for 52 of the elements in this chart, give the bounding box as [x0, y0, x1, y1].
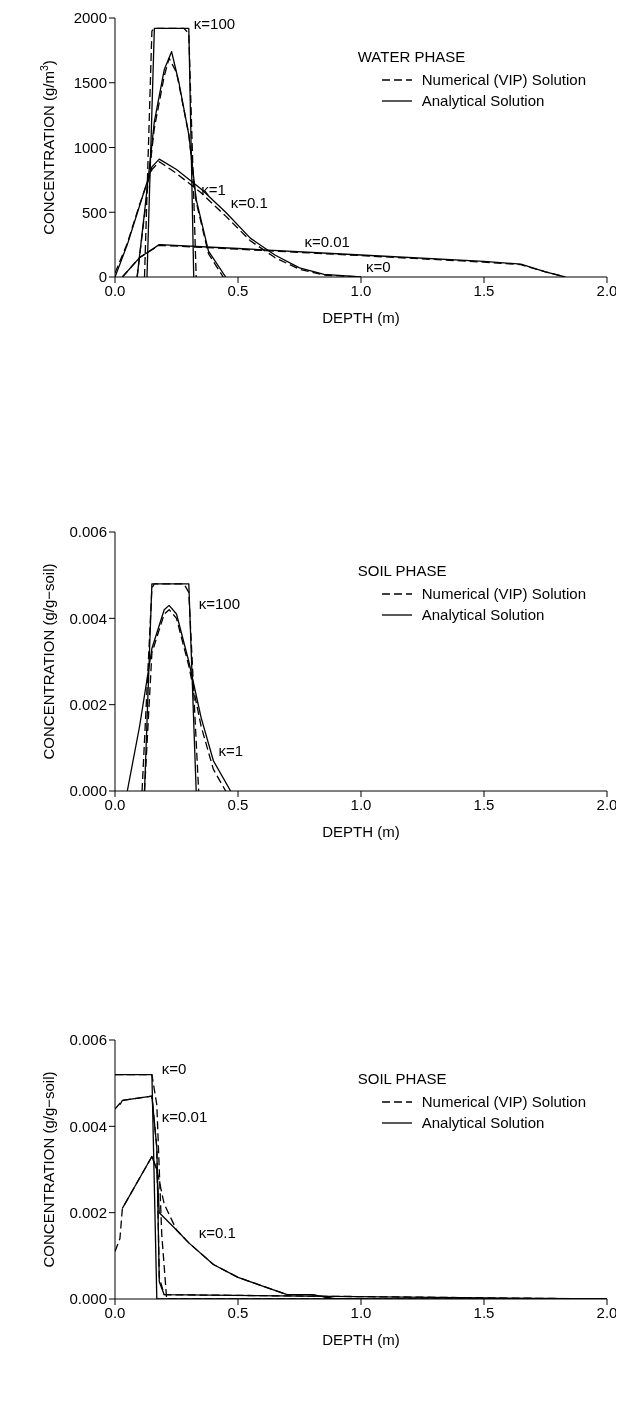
x-tick-label: 2.0 — [596, 1303, 617, 1321]
y-tick-label: 0.000 — [69, 1290, 107, 1308]
y-tick-label: 0.000 — [69, 782, 107, 800]
annotation: κ=1 — [218, 742, 244, 760]
annotation: κ=0 — [161, 1060, 187, 1078]
annotation: κ=0.01 — [161, 1107, 208, 1125]
legend-title: WATER PHASE — [357, 48, 467, 65]
y-tick-label: 2000 — [73, 9, 107, 27]
legend-title: SOIL PHASE — [357, 562, 448, 579]
annotation: κ=0 — [366, 258, 391, 276]
y-tick-label: 1500 — [73, 74, 107, 92]
annotation: κ=0.1 — [230, 193, 268, 211]
legend-label: Numerical (VIP) Solution — [421, 71, 586, 88]
legend-label: Numerical (VIP) Solution — [421, 1093, 586, 1110]
annotation: κ=0.01 — [304, 233, 350, 251]
x-tick-label: 2.0 — [596, 795, 617, 813]
y-tick-label: 0.004 — [69, 1117, 107, 1135]
y-tick-label: 0.002 — [69, 695, 107, 713]
x-tick-label: 1.0 — [350, 1303, 372, 1321]
x-tick-label: 1.0 — [350, 795, 372, 813]
y-tick-label: 0.006 — [69, 1031, 107, 1049]
annotation: κ=100 — [193, 14, 236, 32]
annotation: κ=1 — [201, 180, 226, 198]
x-axis-title: DEPTH (m) — [322, 1331, 400, 1348]
y-axis-title: CONCENTRATION (g/g−soil) — [40, 1071, 57, 1268]
x-tick-label: 1.5 — [473, 281, 495, 299]
x-tick-label: 0.5 — [227, 1303, 249, 1321]
y-tick-label: 1000 — [73, 138, 107, 156]
x-axis-title: DEPTH (m) — [322, 823, 400, 840]
legend-title: SOIL PHASE — [357, 1070, 448, 1087]
y-tick-label: 0.004 — [69, 609, 107, 627]
y-tick-label: 500 — [81, 203, 107, 221]
x-tick-label: 2.0 — [596, 281, 617, 299]
legend-label: Analytical Solution — [421, 1114, 545, 1131]
x-tick-label: 1.5 — [473, 1303, 495, 1321]
x-tick-label: 0.0 — [104, 281, 126, 299]
x-tick-label: 0.5 — [227, 795, 249, 813]
x-tick-label: 1.0 — [350, 281, 372, 299]
y-tick-label: 0.006 — [69, 523, 107, 541]
x-tick-label: 0.0 — [104, 795, 126, 813]
legend-label: Analytical Solution — [421, 92, 545, 109]
y-axis-title: CONCENTRATION (g/g−soil) — [40, 563, 57, 760]
x-axis-title: DEPTH (m) — [322, 309, 400, 326]
y-tick-label: 0 — [98, 268, 107, 286]
x-tick-label: 1.5 — [473, 795, 495, 813]
y-tick-label: 0.002 — [69, 1203, 107, 1221]
x-tick-label: 0.0 — [104, 1303, 126, 1321]
annotation: κ=100 — [198, 595, 241, 613]
x-tick-label: 0.5 — [227, 281, 249, 299]
legend-label: Analytical Solution — [421, 606, 545, 623]
legend-label: Numerical (VIP) Solution — [421, 585, 586, 602]
annotation: κ=0.1 — [198, 1224, 236, 1242]
